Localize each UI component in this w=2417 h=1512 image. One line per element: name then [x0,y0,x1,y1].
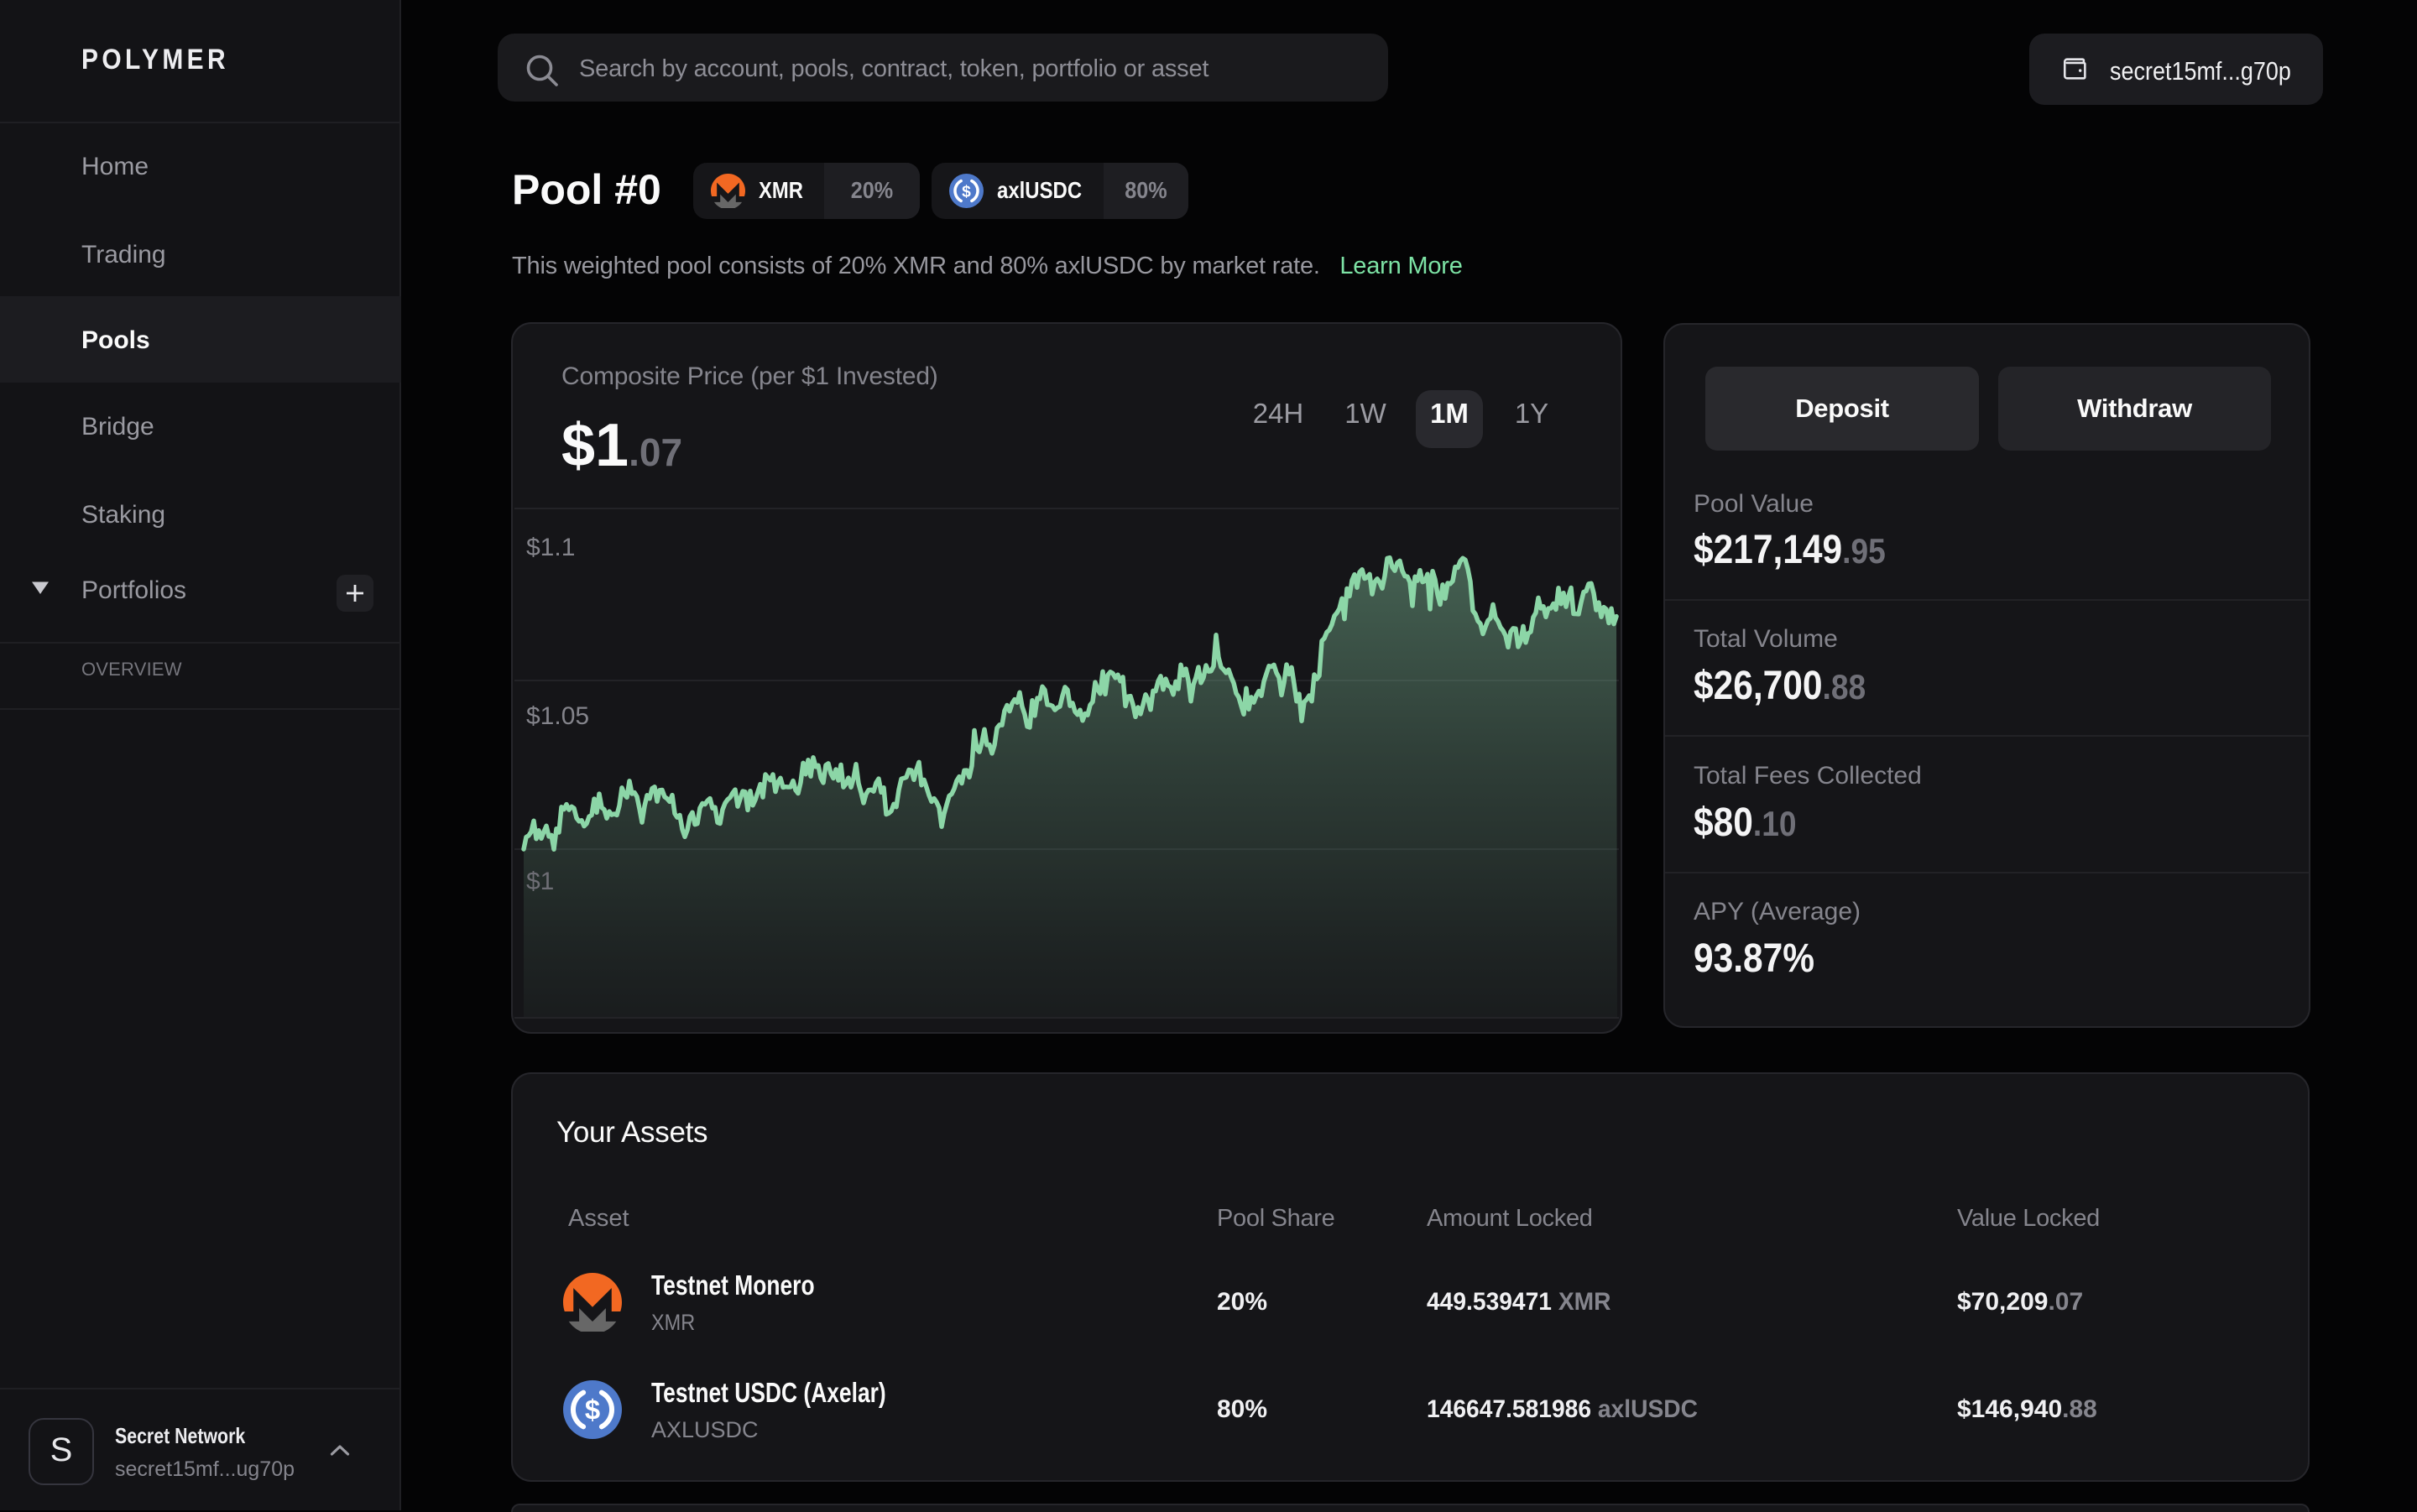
svg-text:$: $ [962,183,971,201]
svg-text:$1.1: $1.1 [526,534,575,561]
svg-text:$1.05: $1.05 [526,702,589,730]
svg-text:$1: $1 [526,868,554,895]
svg-text:$: $ [585,1395,600,1426]
